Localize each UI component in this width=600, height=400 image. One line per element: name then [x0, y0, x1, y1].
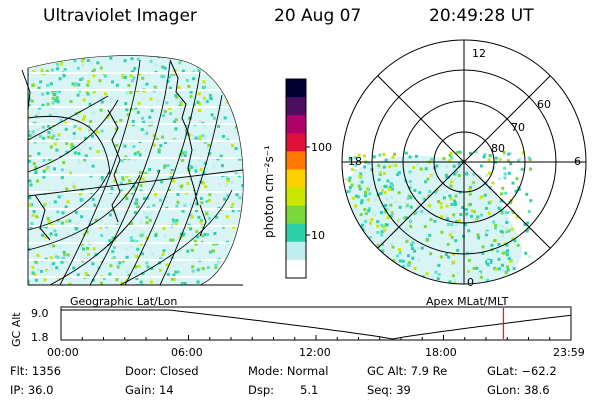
colorbar-segment	[286, 97, 306, 116]
xtick-0600: 06:00	[171, 346, 203, 359]
coastlines	[21, 59, 207, 241]
mlt-label-12: 12	[472, 47, 486, 60]
altitude-ymin: 1.8	[31, 331, 49, 344]
altitude-ymax: 9.0	[31, 307, 49, 320]
colorbar-segment	[286, 115, 306, 134]
dsp-label: Dsp:	[248, 383, 275, 397]
flight-number: Flt: 1356	[10, 364, 62, 378]
lat-label-60: 60	[537, 98, 551, 111]
door-status: Door: Closed	[125, 364, 199, 378]
xtick-1200: 12:00	[299, 346, 331, 359]
mode-status: Mode: Normal	[248, 364, 329, 378]
colorbar-segment	[286, 241, 306, 261]
colorbar-segment	[286, 259, 306, 279]
sequence-number: Seq: 39	[367, 383, 411, 397]
polar-panel-label: Apex MLat/MLT	[426, 295, 509, 308]
ip-value: IP: 36.0	[10, 383, 54, 397]
geo-graticule	[27, 55, 244, 286]
geo-aurora-image	[28, 55, 244, 285]
colorbar-segment	[286, 151, 306, 170]
xtick-1800: 18:00	[425, 346, 457, 359]
geo-longitude: GLon: 38.6	[487, 383, 550, 397]
colorbar-segment	[286, 79, 306, 98]
time-label: 20:49:28 UT	[429, 6, 534, 26]
colorbar-segment	[286, 133, 306, 152]
colorbar-segment	[286, 223, 306, 243]
gc-altitude: GC Alt: 7.9 Re	[367, 364, 448, 378]
colorbar-tick-10: 10	[311, 229, 325, 242]
colorbar-segment	[286, 169, 306, 189]
lat-label-80: 80	[491, 142, 505, 155]
gain-value: Gain: 14	[125, 383, 174, 397]
xtick-2359: 23:59	[553, 346, 585, 359]
colorbar-segment	[286, 205, 306, 225]
mlt-label-6: 6	[574, 155, 581, 168]
lat-label-70: 70	[511, 121, 525, 134]
mlt-label-0: 0	[467, 276, 474, 289]
instrument-title: Ultraviolet Imager	[43, 6, 197, 26]
polar-aurora-image	[345, 150, 533, 284]
dsp-value: 5.1	[300, 383, 319, 397]
altitude-ylabel: GC Alt	[10, 312, 23, 347]
colorbar-segment	[286, 187, 306, 207]
colorbar-tick-100: 100	[311, 141, 332, 154]
geo-latitude: GLat: −62.2	[487, 364, 557, 378]
xtick-0000: 00:00	[47, 346, 79, 359]
colorbar-unit-label: photon cm⁻²s⁻¹	[262, 145, 276, 238]
polar-grid	[341, 39, 587, 285]
mlt-label-18: 18	[348, 155, 362, 168]
date-label: 20 Aug 07	[274, 6, 362, 26]
geo-panel-label: Geographic Lat/Lon	[70, 295, 178, 308]
